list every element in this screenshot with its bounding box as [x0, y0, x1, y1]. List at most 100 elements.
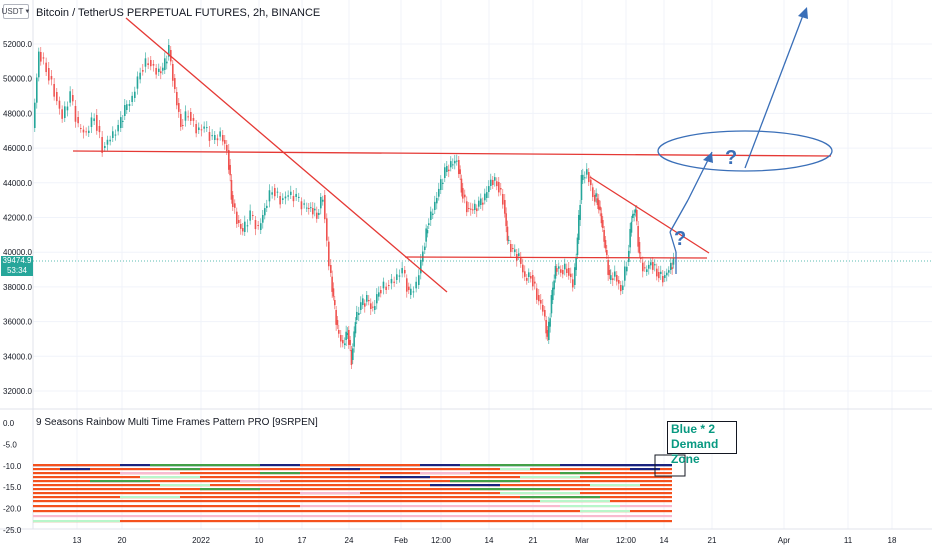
candle-body	[498, 182, 500, 193]
candle-body	[276, 191, 279, 193]
candle-body	[446, 166, 448, 172]
arrow-head-icon	[703, 152, 713, 163]
current-price-value: 39474.9	[2, 256, 32, 265]
candle-body	[536, 288, 538, 300]
indicator-axis[interactable]: 0.0 -5.0 -10.0 -15.0 -20.0 -25.0	[3, 419, 22, 535]
target-zone-ellipse[interactable]	[657, 130, 833, 172]
candle-body	[633, 213, 635, 216]
currency-selector[interactable]: USDT ▼	[2, 4, 30, 19]
candle-body	[420, 259, 422, 274]
candle-body	[434, 201, 436, 210]
question-mark-support[interactable]: ?	[674, 228, 686, 250]
candle-body	[520, 258, 522, 264]
bar-countdown: 53:34	[6, 266, 28, 275]
time-tick-label: 14	[660, 536, 669, 545]
candle-body	[504, 200, 506, 214]
candle-body	[522, 264, 524, 273]
candle-body	[61, 109, 63, 119]
candle-body	[232, 195, 234, 207]
long-projection-line[interactable]	[744, 9, 806, 169]
candle-body	[448, 169, 450, 172]
time-tick-label: 2022	[192, 536, 210, 545]
resistance-line[interactable]	[72, 150, 832, 157]
rainbow-band	[120, 472, 180, 475]
price-axis[interactable]: 52000.0 50000.0 48000.0 46000.0 44000.0 42000…	[3, 40, 932, 396]
candle-body	[426, 229, 429, 234]
candle-body	[124, 105, 126, 116]
candle-body	[362, 298, 364, 305]
support-line[interactable]	[404, 256, 708, 259]
projection-drawings[interactable]: ? ?	[657, 7, 833, 274]
candle-body	[672, 257, 675, 265]
candle-body	[588, 172, 590, 183]
candle-body	[348, 330, 350, 345]
candle-body	[303, 203, 305, 205]
candle-body	[360, 302, 362, 310]
price-tick-label: 36000.0	[3, 318, 32, 327]
time-tick-label: 11	[844, 536, 853, 545]
candle-body	[314, 208, 316, 211]
candle-body	[246, 225, 249, 227]
candle-body	[142, 70, 144, 72]
candle-body	[456, 160, 458, 162]
candle-body	[257, 225, 259, 226]
price-tick-label: 32000.0	[3, 387, 32, 396]
candle-body	[542, 305, 544, 312]
candle-body	[608, 270, 611, 276]
candle-body	[80, 128, 82, 129]
rainbow-band	[120, 496, 180, 499]
candle-body	[64, 106, 66, 118]
candle-body	[358, 312, 360, 315]
candle-body	[488, 186, 490, 192]
rainbow-band	[260, 472, 300, 475]
candle-body	[40, 52, 42, 62]
candle-body	[328, 241, 330, 267]
candle-body	[292, 196, 295, 202]
candle-body	[654, 264, 656, 266]
candle-body	[644, 267, 646, 269]
rainbow-band	[160, 484, 210, 487]
candle-body	[575, 257, 577, 270]
question-mark-target[interactable]: ?	[725, 147, 737, 169]
candle-body	[385, 286, 387, 290]
candle-body	[454, 160, 456, 164]
candle-body	[90, 117, 93, 127]
candle-body	[401, 268, 403, 274]
candle-body	[428, 223, 430, 225]
candle-body	[56, 92, 58, 102]
candle-body	[480, 198, 482, 205]
candle-body	[271, 192, 273, 195]
rainbow-band	[33, 510, 672, 513]
candle-body	[618, 280, 620, 284]
candle-body	[629, 228, 631, 248]
candle-body	[331, 276, 333, 292]
projection-path-2[interactable]	[669, 231, 677, 253]
candle-body	[300, 201, 303, 210]
wedge-upper-line[interactable]	[589, 176, 710, 254]
candle-body	[579, 204, 581, 220]
candle-body	[548, 321, 550, 340]
candle-body	[610, 275, 612, 280]
candle-body	[436, 197, 438, 204]
candle-body	[128, 103, 131, 106]
price-tick-label: 44000.0	[3, 179, 32, 188]
candle-body	[36, 77, 38, 103]
candle-body	[408, 286, 410, 291]
demand-zone-box[interactable]	[654, 454, 686, 477]
candle-body	[553, 280, 555, 290]
candle-body	[580, 175, 583, 200]
candle-body	[372, 306, 374, 308]
candle-body	[353, 331, 355, 347]
descending-trendline[interactable]	[125, 17, 448, 293]
time-axis[interactable]: 13 20 2022 10 17 24 Feb 12:00 14 21 Mar 12:00 14 21 Ap…	[73, 0, 897, 545]
trendlines[interactable]	[72, 17, 832, 293]
candle-body	[187, 116, 189, 118]
candle-body	[158, 68, 160, 72]
indicator-title[interactable]: 9 Seasons Rainbow Multi Time Frames Patt…	[36, 417, 318, 428]
note-line-1: Blue * 2	[671, 422, 716, 436]
candle-body	[634, 209, 637, 213]
candle-body	[460, 178, 463, 193]
projection-path-3[interactable]	[669, 199, 689, 233]
demand-zone-note[interactable]: Blue * 2 Demand Zone	[667, 421, 737, 466]
